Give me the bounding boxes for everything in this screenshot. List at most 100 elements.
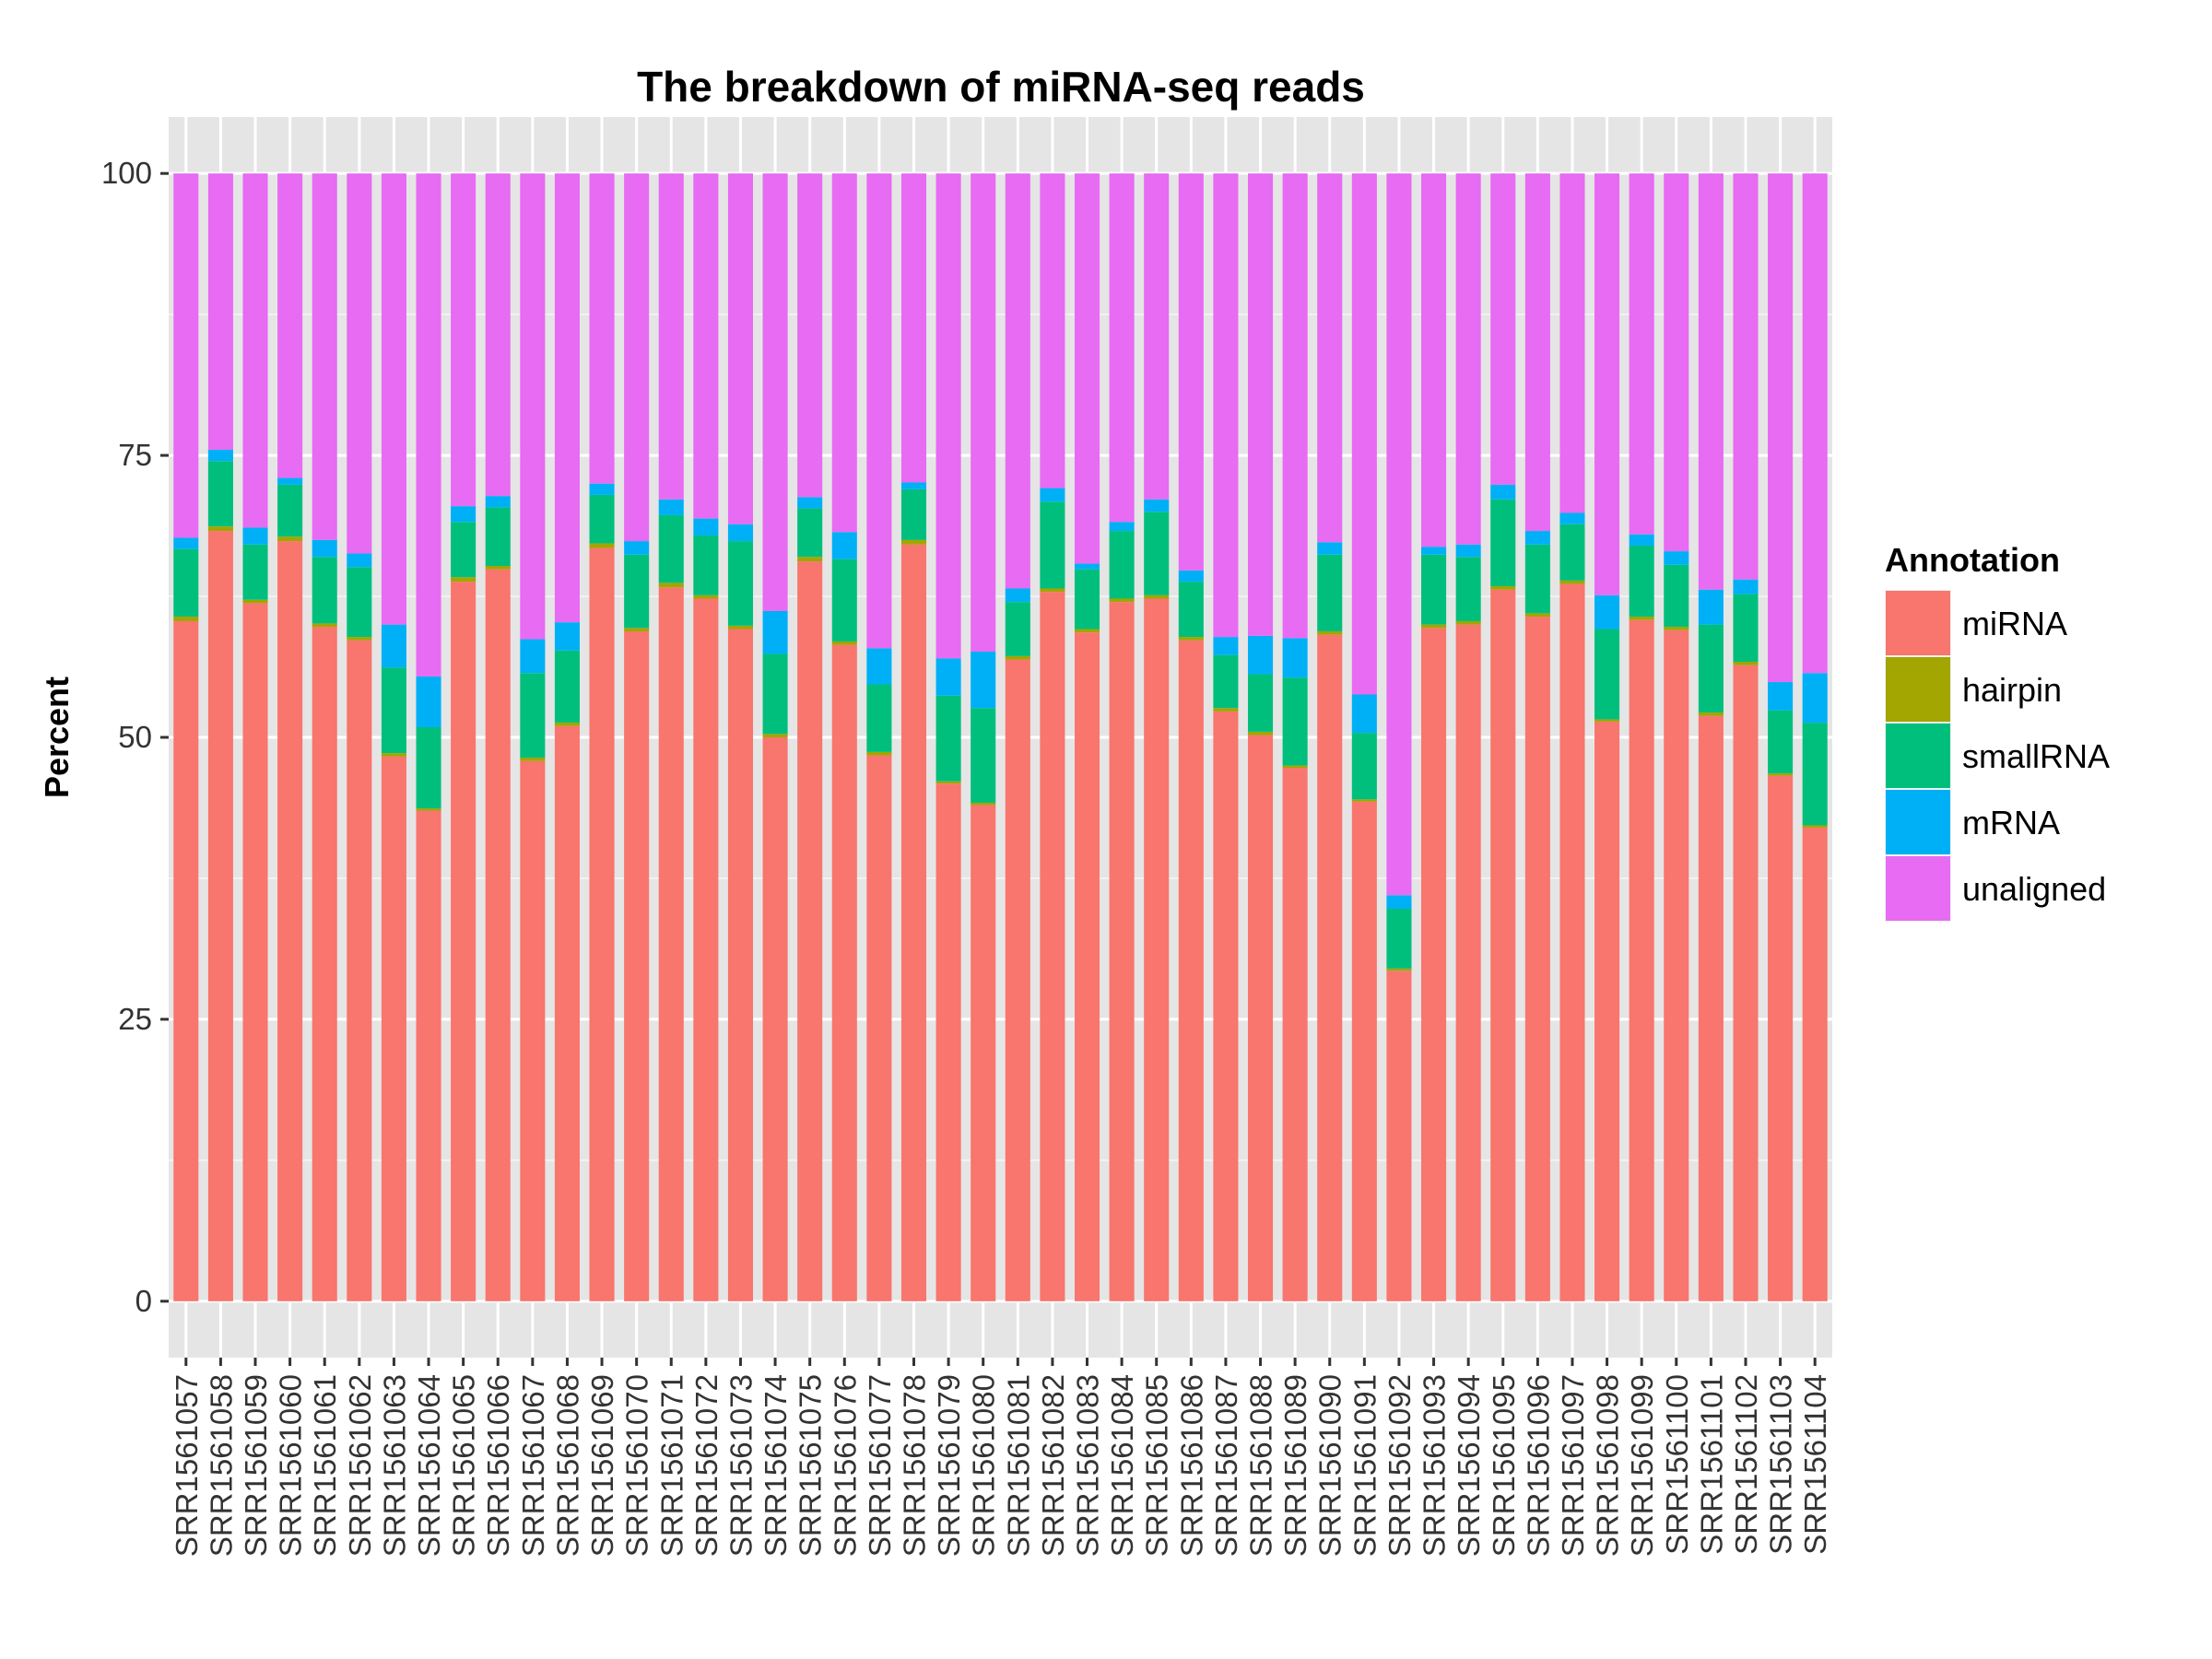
bar-segment-hairpin xyxy=(1213,708,1239,712)
bar-stack-SRR1561088 xyxy=(1247,173,1274,1301)
bar-segment-mRNA xyxy=(831,532,857,559)
bar-segment-hairpin xyxy=(1629,617,1654,620)
x-tick-label: SRR1561071 xyxy=(654,1374,688,1557)
bar-segment-smallRNA xyxy=(485,507,511,567)
bar-segment-smallRNA xyxy=(1213,654,1239,709)
bar-stack-SRR1561066 xyxy=(485,173,511,1301)
bar-segment-smallRNA xyxy=(277,484,303,537)
bar-segment-mRNA xyxy=(658,499,684,515)
bar-segment-smallRNA xyxy=(1005,602,1030,656)
bar-segment-hairpin xyxy=(727,625,754,629)
bar-segment-mRNA xyxy=(242,527,268,545)
bar-segment-mRNA xyxy=(693,518,719,535)
bar-segment-hairpin xyxy=(762,734,788,737)
x-tick-label: SRR1561100 xyxy=(1660,1374,1694,1555)
bar-segment-mRNA xyxy=(1524,531,1550,545)
bar-segment-mRNA xyxy=(1802,673,1828,724)
legend-label-mRNA: mRNA xyxy=(1962,804,2060,841)
bar-segment-unaligned xyxy=(451,173,477,507)
bar-segment-hairpin xyxy=(1109,598,1135,603)
bar-stack-SRR1561089 xyxy=(1282,173,1308,1301)
bar-segment-mRNA xyxy=(1490,484,1516,500)
bar-segment-hairpin xyxy=(312,623,337,628)
bar-stack-SRR1561087 xyxy=(1213,173,1239,1301)
bar-segment-miRNA xyxy=(1698,715,1724,1301)
bar-segment-mRNA xyxy=(1351,694,1377,734)
bar-segment-mRNA xyxy=(1247,635,1274,675)
bar-segment-mRNA xyxy=(1074,563,1100,570)
bar-stack-SRR1561081 xyxy=(1005,173,1030,1301)
bar-segment-unaligned xyxy=(1490,173,1516,485)
bar-segment-unaligned xyxy=(1109,173,1135,523)
bar-segment-hairpin xyxy=(1664,627,1689,630)
bar-stack-SRR1561076 xyxy=(831,173,857,1301)
bar-segment-miRNA xyxy=(451,582,477,1301)
bar-segment-miRNA xyxy=(935,783,961,1301)
bar-segment-mRNA xyxy=(381,624,406,668)
bar-segment-smallRNA xyxy=(727,541,754,626)
x-tick-label: SRR1561095 xyxy=(1487,1374,1521,1557)
legend-label-smallRNA: smallRNA xyxy=(1962,737,2110,775)
bar-stack-SRR1561103 xyxy=(1768,173,1794,1301)
bar-segment-hairpin xyxy=(416,808,441,811)
bar-stack-SRR1561082 xyxy=(1040,173,1065,1301)
bar-segment-hairpin xyxy=(554,723,580,726)
bar-segment-miRNA xyxy=(1074,632,1100,1301)
bar-segment-miRNA xyxy=(971,805,996,1301)
bar-segment-unaligned xyxy=(207,173,233,450)
bar-segment-miRNA xyxy=(797,561,823,1301)
bar-segment-mRNA xyxy=(1559,512,1585,524)
bar-segment-smallRNA xyxy=(242,544,268,600)
x-tick-label: SRR1561065 xyxy=(447,1374,481,1557)
bar-stack-SRR1561093 xyxy=(1421,173,1447,1301)
bar-segment-hairpin xyxy=(1698,712,1724,716)
bar-segment-miRNA xyxy=(693,598,719,1301)
bar-stack-SRR1561102 xyxy=(1733,173,1759,1301)
bar-stack-SRR1561060 xyxy=(277,173,303,1301)
bar-segment-unaligned xyxy=(1559,173,1585,513)
y-tick-label: 50 xyxy=(118,720,152,754)
bar-segment-unaligned xyxy=(762,173,788,611)
bar-stack-SRR1561096 xyxy=(1524,173,1550,1301)
bar-stack-SRR1561072 xyxy=(693,173,719,1301)
x-tick-label: SRR1561094 xyxy=(1452,1374,1486,1557)
bar-segment-mRNA xyxy=(1768,682,1794,711)
bar-segment-unaligned xyxy=(520,173,546,640)
y-tick-label: 25 xyxy=(118,1002,152,1036)
bar-stack-SRR1561095 xyxy=(1490,173,1516,1301)
bar-stack-SRR1561068 xyxy=(554,173,580,1301)
bar-segment-unaligned xyxy=(900,173,927,483)
bar-segment-mRNA xyxy=(277,477,303,485)
x-axis: SRR1561057 SRR1561058 SRR1561059 SRR1561060… xyxy=(170,1358,1832,1557)
bar-segment-hairpin xyxy=(242,599,268,604)
bar-segment-mRNA xyxy=(1178,570,1204,582)
bar-segment-smallRNA xyxy=(866,684,892,752)
bar-stack-SRR1561091 xyxy=(1351,173,1377,1301)
bar-segment-miRNA xyxy=(1524,617,1550,1301)
legend-label-miRNA: miRNA xyxy=(1962,605,2067,642)
bar-segment-hairpin xyxy=(1594,719,1620,722)
bar-segment-unaligned xyxy=(831,173,857,533)
bar-segment-mRNA xyxy=(520,639,546,674)
bar-segment-miRNA xyxy=(866,755,892,1301)
bar-segment-mRNA xyxy=(554,622,580,651)
bar-segment-mRNA xyxy=(485,496,511,508)
bar-segment-miRNA xyxy=(485,569,511,1301)
bar-segment-miRNA xyxy=(1421,628,1447,1301)
bar-segment-miRNA xyxy=(347,640,372,1301)
bar-segment-mRNA xyxy=(1005,588,1030,603)
bar-segment-unaligned xyxy=(1247,173,1274,636)
x-tick-label: SRR1561069 xyxy=(585,1374,619,1557)
bar-segment-mRNA xyxy=(1698,589,1724,625)
bar-segment-unaligned xyxy=(1629,173,1654,535)
bar-segment-mRNA xyxy=(1144,499,1170,512)
bar-segment-smallRNA xyxy=(1074,569,1100,629)
bar-segment-smallRNA xyxy=(1455,557,1481,621)
bar-segment-smallRNA xyxy=(762,653,788,735)
bar-stack-SRR1561073 xyxy=(727,173,754,1301)
legend-key-miRNA xyxy=(1886,591,1950,655)
bar-segment-mRNA xyxy=(624,541,650,555)
x-tick-label: SRR1561080 xyxy=(967,1374,1001,1557)
x-tick-label: SRR1561104 xyxy=(1798,1374,1832,1555)
bar-segment-mRNA xyxy=(1421,547,1447,555)
